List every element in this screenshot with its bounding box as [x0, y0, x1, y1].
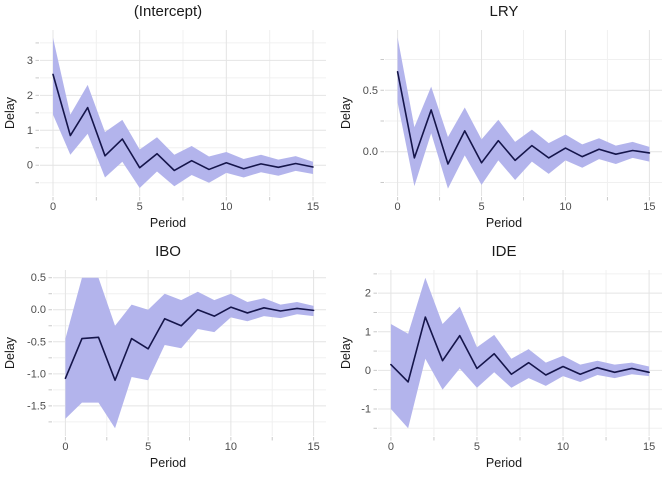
svg-text:10: 10	[559, 201, 571, 213]
irf-plot-lry: 0 5 10 15 0.0 0.5	[363, 30, 662, 213]
irf-plot-intercept: 0 5 10 15 0 1 2 3	[27, 30, 326, 213]
svg-text:15: 15	[307, 201, 319, 213]
svg-text:0: 0	[388, 441, 394, 453]
panel-title: IDE	[491, 243, 517, 260]
svg-text:15: 15	[643, 441, 655, 453]
panel-title: (Intercept)	[133, 3, 203, 20]
x-axis-label: Period	[485, 456, 523, 470]
svg-text:15: 15	[643, 201, 655, 213]
panel-lry: LRY Delay 0 5 10 15 0.0 0.5 Period	[336, 0, 672, 240]
svg-text:5: 5	[474, 441, 480, 453]
svg-text:0.0: 0.0	[363, 146, 378, 158]
svg-text:1: 1	[27, 125, 33, 137]
svg-text:0.5: 0.5	[363, 85, 378, 97]
svg-text:-1.0: -1.0	[27, 368, 46, 380]
svg-text:10: 10	[220, 201, 232, 213]
panel-title: IBO	[155, 243, 181, 260]
svg-text:5: 5	[478, 201, 484, 213]
svg-text:-1: -1	[361, 403, 371, 415]
svg-text:10: 10	[225, 441, 237, 453]
svg-text:10: 10	[557, 441, 569, 453]
svg-text:0: 0	[62, 441, 68, 453]
irf-plot-ide: 0 5 10 15 -1 0 1 2	[361, 270, 662, 453]
svg-text:-1.5: -1.5	[27, 400, 46, 412]
svg-text:0: 0	[395, 201, 401, 213]
svg-text:15: 15	[307, 441, 319, 453]
svg-text:0: 0	[365, 365, 371, 377]
x-axis-label: Period	[149, 216, 187, 230]
x-axis-label: Period	[149, 456, 187, 470]
panel-title: LRY	[489, 3, 519, 20]
svg-text:2: 2	[27, 90, 33, 102]
svg-text:5: 5	[145, 441, 151, 453]
panel-intercept: (Intercept) Delay 0 5 10 15 0 1 2 3 Period	[0, 0, 336, 240]
svg-text:0: 0	[50, 201, 56, 213]
panel-ide: IDE Delay 0 5 10 15 -1 0 1 2 Period	[336, 240, 672, 480]
svg-text:1: 1	[365, 326, 371, 338]
irf-plot-ibo: 0 5 10 15 -1.5 -1.0 -0.5 0.0 0.5	[27, 270, 326, 453]
svg-text:0.0: 0.0	[31, 304, 46, 316]
panel-ibo: IBO Delay 0 5 10 15 -1.5 -1.0 -0.5 0.0 0.5 Perio…	[0, 240, 336, 480]
svg-text:0.5: 0.5	[31, 272, 46, 284]
svg-text:3: 3	[27, 55, 33, 67]
x-axis-label: Period	[485, 216, 523, 230]
svg-text:5: 5	[137, 201, 143, 213]
svg-text:0: 0	[27, 160, 33, 172]
svg-text:-0.5: -0.5	[27, 336, 46, 348]
svg-text:2: 2	[365, 288, 371, 300]
